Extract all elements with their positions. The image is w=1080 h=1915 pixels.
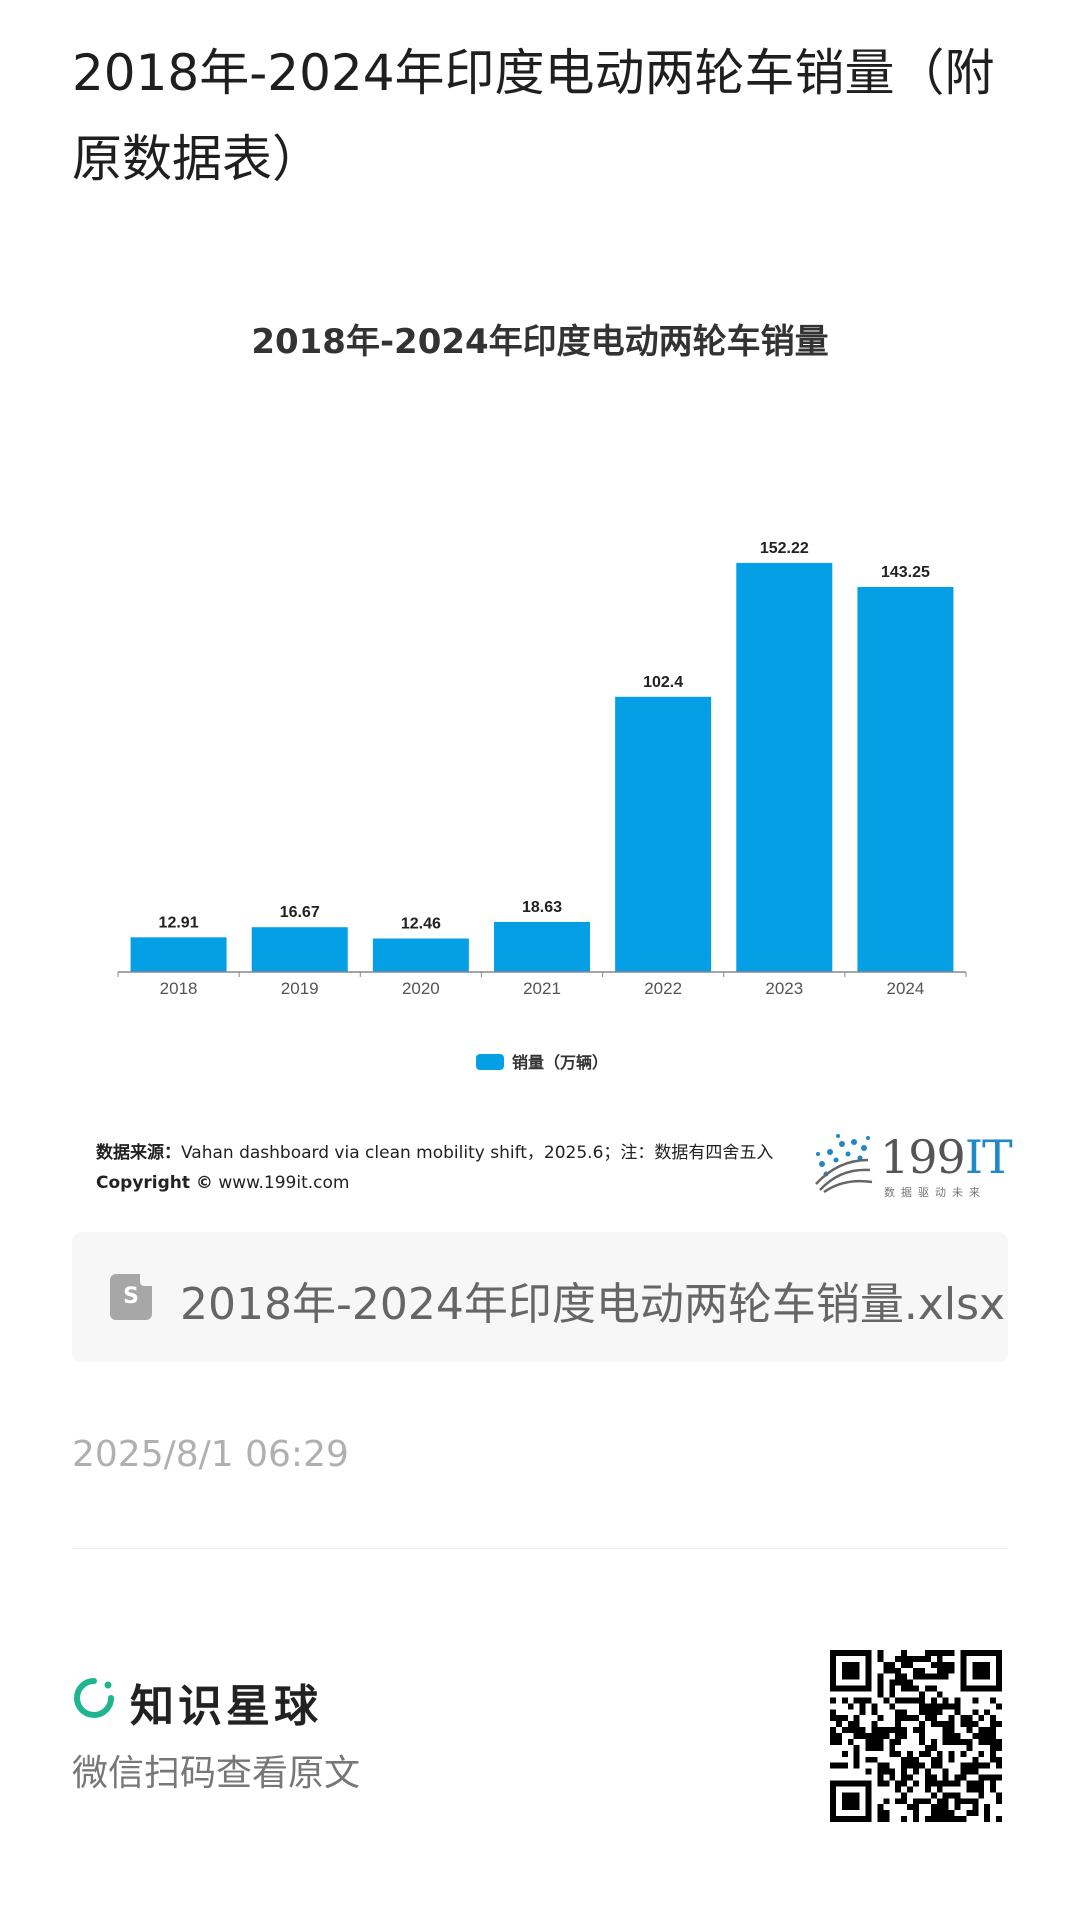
data-label-2022: 102.4 bbox=[643, 674, 683, 691]
copyright-label: Copyright © bbox=[96, 1173, 213, 1193]
post-timestamp: 2025/8/1 06:29 bbox=[72, 1434, 349, 1475]
legend-label: 销量（万辆） bbox=[512, 1053, 608, 1072]
dandelion-icon bbox=[815, 1134, 873, 1194]
app-name: 知识星球 bbox=[130, 1681, 322, 1732]
file-name: 2018年-2024年印度电动两轮车销量.xlsx bbox=[180, 1279, 1006, 1330]
data-label-2018: 12.91 bbox=[159, 914, 199, 931]
page-title: 2018年-2024年印度电动两轮车销量（附原数据表） bbox=[72, 44, 995, 188]
data-label-2021: 18.63 bbox=[522, 899, 562, 916]
scan-hint: 微信扫码查看原文 bbox=[72, 1753, 361, 1794]
x-tick-label-2018: 2018 bbox=[160, 979, 198, 998]
x-tick-label-2019: 2019 bbox=[281, 979, 319, 998]
bar-2020 bbox=[372, 938, 469, 972]
data-label-2023: 152.22 bbox=[760, 540, 809, 557]
data-label-2024: 143.25 bbox=[881, 564, 930, 581]
bar-2019 bbox=[251, 927, 348, 972]
qr-code-icon[interactable] bbox=[830, 1650, 1002, 1822]
bar-2018 bbox=[130, 937, 227, 972]
data-label-2020: 12.46 bbox=[401, 916, 441, 933]
bar-2021 bbox=[494, 921, 590, 972]
file-icon-letter: S bbox=[123, 1284, 139, 1309]
source-text: Vahan dashboard via clean mobility shift… bbox=[181, 1143, 774, 1163]
brand-it: IT bbox=[964, 1130, 1013, 1184]
199it-logo: 199IT 数据驱动未来 bbox=[810, 1130, 1013, 1200]
bar-2024 bbox=[857, 587, 954, 972]
x-tick-label-2021: 2021 bbox=[523, 979, 561, 998]
data-source-note: 数据来源：Vahan dashboard via clean mobility … bbox=[96, 1138, 796, 1198]
attachment-card[interactable]: S 2018年-2024年印度电动两轮车销量.xlsx bbox=[72, 1232, 1008, 1362]
chart-legend: 销量（万辆） bbox=[476, 1053, 608, 1072]
x-tick-label-2023: 2023 bbox=[765, 979, 803, 998]
data-label-2019: 16.67 bbox=[280, 904, 320, 921]
bar-chart: 12.91 2018 16.67 2019 12.46 2020 18.63 2021 102.… bbox=[72, 290, 1008, 1230]
x-tick-label-2024: 2024 bbox=[887, 979, 925, 998]
zsxq-logo-icon bbox=[74, 1678, 114, 1718]
source-label: 数据来源： bbox=[96, 1143, 181, 1163]
legend-swatch bbox=[476, 1054, 504, 1070]
x-tick-label-2020: 2020 bbox=[402, 979, 440, 998]
chart-title: 2018年-2024年印度电动两轮车销量 bbox=[251, 322, 829, 362]
brand-number: 199 bbox=[880, 1130, 966, 1184]
brand-tagline: 数据驱动未来 bbox=[884, 1186, 986, 1199]
copyright-text: www.199it.com bbox=[212, 1173, 350, 1193]
chart-canvas: 12.91 2018 16.67 2019 12.46 2020 18.63 2021 102.… bbox=[117, 540, 967, 1072]
bar-2022 bbox=[615, 696, 712, 972]
bar-2023 bbox=[736, 562, 833, 972]
spreadsheet-file-icon: S bbox=[110, 1274, 152, 1320]
x-tick-label-2022: 2022 bbox=[644, 979, 682, 998]
divider bbox=[72, 1548, 1008, 1549]
